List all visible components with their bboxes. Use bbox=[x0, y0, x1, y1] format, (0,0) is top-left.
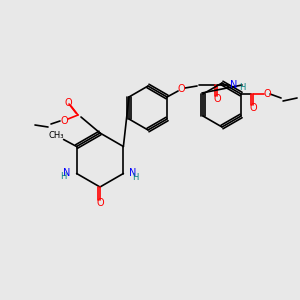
Text: N: N bbox=[63, 167, 70, 178]
Text: H: H bbox=[60, 172, 67, 181]
Text: O: O bbox=[96, 198, 104, 208]
Text: N: N bbox=[129, 167, 137, 178]
Text: H: H bbox=[239, 83, 245, 92]
Text: O: O bbox=[177, 84, 185, 94]
Text: O: O bbox=[64, 98, 72, 108]
Text: O: O bbox=[263, 89, 271, 99]
Text: O: O bbox=[60, 116, 68, 126]
Text: CH₃: CH₃ bbox=[49, 131, 64, 140]
Text: O: O bbox=[249, 103, 257, 113]
Text: N: N bbox=[230, 80, 238, 90]
Text: O: O bbox=[213, 94, 221, 104]
Text: H: H bbox=[132, 173, 139, 182]
